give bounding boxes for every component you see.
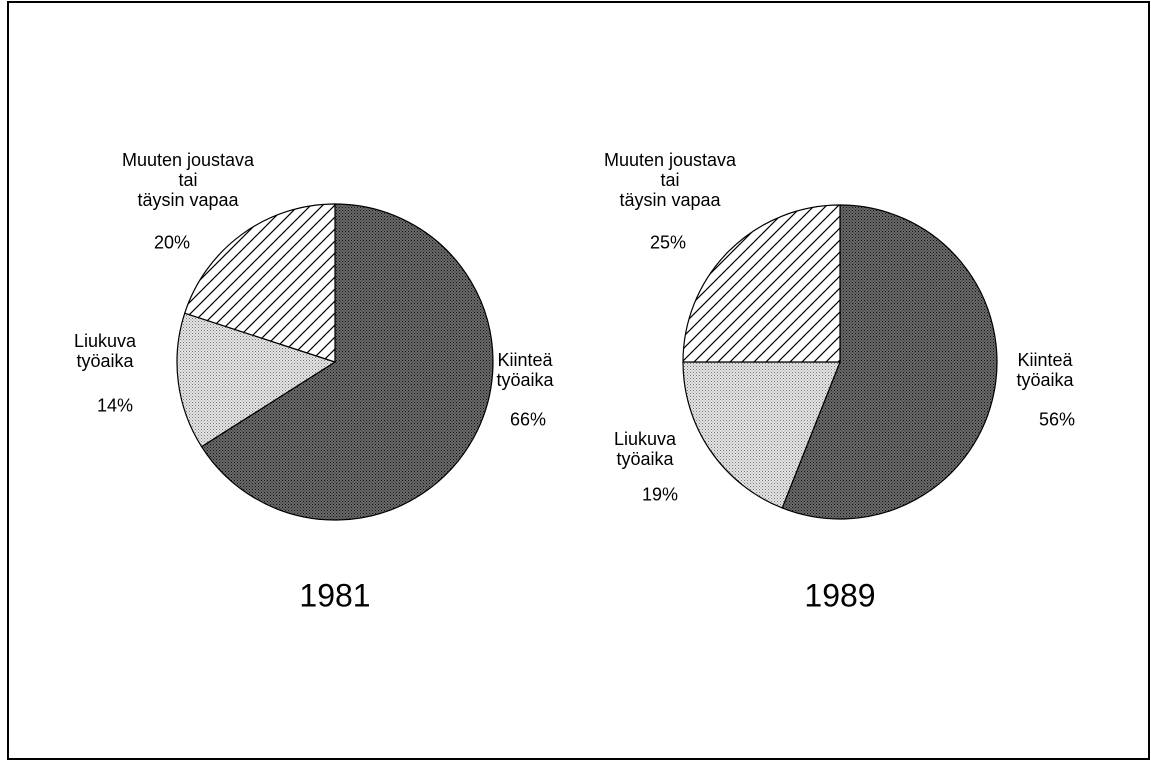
slice-label: Muuten joustava tai täysin vapaa [121,150,255,210]
pie-slice [183,203,336,363]
value-label: 66% [509,409,547,430]
pie-slice [200,203,494,521]
chart-title: 1989 [804,577,876,614]
pie-slice [781,204,998,520]
frame [7,1,1150,760]
slice-label: Liukuva työaika [613,429,677,469]
pie-slice [682,204,841,363]
value-label: 25% [649,232,687,253]
pie-slice [682,361,841,509]
value-label: 20% [153,232,191,253]
value-label: 19% [641,484,679,505]
slice-label: Kiinteä työaika [1016,350,1074,390]
value-label: 14% [96,395,134,416]
slice-label: Liukuva työaika [73,331,137,371]
slice-label: Muuten joustava tai täysin vapaa [603,150,737,210]
pie-slice [176,312,337,448]
slice-label: Kiinteä työaika [496,350,554,390]
chart-title: 1981 [299,577,371,614]
value-label: 56% [1038,409,1076,430]
